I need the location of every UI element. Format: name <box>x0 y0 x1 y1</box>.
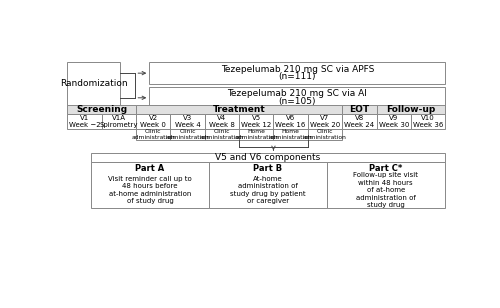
Text: (n=105): (n=105) <box>278 97 316 106</box>
Text: Screening: Screening <box>76 105 127 114</box>
Bar <box>376 105 446 114</box>
Text: Clinic
administration: Clinic administration <box>303 129 347 140</box>
Text: Home
administration: Home administration <box>234 129 278 140</box>
Text: V8
Week 24: V8 Week 24 <box>344 115 374 128</box>
Bar <box>91 153 445 162</box>
Text: Clinic
administration: Clinic administration <box>200 129 244 140</box>
Bar <box>411 114 446 129</box>
Text: V10
Week 36: V10 Week 36 <box>413 115 444 128</box>
Bar <box>150 87 446 108</box>
Text: V5 and V6 components: V5 and V6 components <box>215 153 320 162</box>
Bar <box>327 162 444 208</box>
Text: V4
Week 8: V4 Week 8 <box>209 115 235 128</box>
Bar <box>239 114 274 129</box>
Text: Clinic
administration: Clinic administration <box>166 129 210 140</box>
Text: V2
Week 0: V2 Week 0 <box>140 115 166 128</box>
Bar <box>136 114 170 129</box>
Bar <box>67 105 136 114</box>
Text: Part A: Part A <box>136 164 164 173</box>
Bar <box>91 162 209 208</box>
Bar <box>136 129 342 140</box>
Bar <box>136 105 342 114</box>
Text: Treatment: Treatment <box>212 105 266 114</box>
Text: V6
Week 16: V6 Week 16 <box>276 115 306 128</box>
Text: At-home
administration of
study drug by patient
or caregiver: At-home administration of study drug by … <box>230 176 306 205</box>
Text: Part C*: Part C* <box>369 164 402 173</box>
Text: Tezepelumab 210 mg SC via AI: Tezepelumab 210 mg SC via AI <box>228 89 368 99</box>
Text: V1
Week −2: V1 Week −2 <box>68 115 100 128</box>
Bar <box>209 162 327 208</box>
Bar <box>204 114 239 129</box>
Text: Randomization: Randomization <box>60 79 128 88</box>
Bar <box>308 114 342 129</box>
Text: V5
Week 12: V5 Week 12 <box>241 115 272 128</box>
Bar <box>376 114 411 129</box>
Bar <box>342 105 376 114</box>
Text: Tezepelumab 210 mg SC via APFS: Tezepelumab 210 mg SC via APFS <box>220 65 374 74</box>
Bar <box>342 114 376 129</box>
Text: V7
Week 20: V7 Week 20 <box>310 115 340 128</box>
Text: Home
administration: Home administration <box>268 129 312 140</box>
Text: Follow-up: Follow-up <box>386 105 436 114</box>
Text: V9
Week 30: V9 Week 30 <box>378 115 409 128</box>
Text: Visit reminder call up to
48 hours before
at-home administration
of study drug: Visit reminder call up to 48 hours befor… <box>108 176 192 205</box>
Bar <box>67 62 120 106</box>
Text: V3
Week 4: V3 Week 4 <box>174 115 201 128</box>
Bar <box>102 114 136 129</box>
Text: Clinic
administration: Clinic administration <box>131 129 175 140</box>
Text: Follow-up site visit
within 48 hours
of at-home
administration of
study drug: Follow-up site visit within 48 hours of … <box>353 172 418 208</box>
Bar <box>67 114 102 129</box>
Text: V1A
Spirometry: V1A Spirometry <box>100 115 138 128</box>
Text: Part B: Part B <box>254 164 282 173</box>
Bar <box>274 114 308 129</box>
Text: EOT: EOT <box>350 105 370 114</box>
Bar <box>150 62 446 84</box>
Text: (n=111): (n=111) <box>278 72 316 82</box>
Bar <box>170 114 204 129</box>
